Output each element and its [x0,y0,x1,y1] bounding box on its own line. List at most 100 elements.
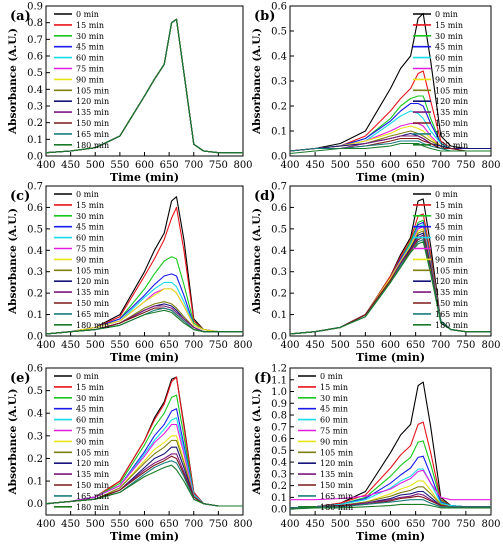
y-tick-label: 0.7 [271,422,287,433]
series-line [45,288,243,335]
legend-label: 60 min [320,416,348,425]
x-tick-label: 700 [431,519,450,530]
x-tick-label: 600 [381,340,400,351]
x-axis-label: Time (min) [110,530,179,543]
legend-label: 120 min [435,97,468,106]
legend-label: 45 min [320,405,348,414]
panel-label: (d) [254,189,275,204]
x-tick-label: 750 [209,519,228,530]
legend-label: 90 min [320,437,348,446]
legend-label: 60 min [76,234,104,243]
x-tick-label: 500 [86,519,105,530]
y-tick-label: 0.8 [271,411,287,422]
legend-label: 90 min [76,437,104,446]
x-tick-label: 800 [481,340,500,351]
legend-label: 165 min [435,130,468,139]
legend-label: 165 min [320,492,353,501]
legend-label: 105 min [435,86,468,95]
x-tick-label: 600 [135,340,154,351]
legend-label: 105 min [320,448,353,457]
panel-label: (f) [254,371,272,386]
legend-label: 0 min [435,10,458,19]
legend-label: 180 min [76,321,109,330]
y-tick-label: 0.2 [271,102,287,113]
y-tick-label: 0.0 [271,505,287,516]
legend-label: 90 min [435,75,463,84]
legend-label: 75 min [76,65,104,74]
y-tick-label: 0.5 [271,27,287,38]
x-tick-label: 550 [356,340,375,351]
legend-label: 15 min [320,383,348,392]
x-tick-label: 800 [233,519,252,530]
x-tick-label: 650 [160,160,179,171]
x-axis-label: Time (min) [110,351,179,364]
y-tick-label: 0.4 [271,52,287,63]
y-tick-label: 0.4 [27,246,43,257]
chart-panel-0: 400 450 500 550 600 650 700 750 800 0.0 0.1 0.2 0.3 0… [7,2,253,185]
legend-label: 105 min [76,266,109,275]
y-tick-label: 0.3 [271,267,287,278]
x-tick-label: 450 [306,519,325,530]
y-tick-label: 0.4 [27,409,43,420]
legend-label: 30 min [435,32,463,41]
legend-label: 0 min [76,190,99,199]
y-tick-label: 0.3 [27,431,43,442]
y-tick-label: 0.4 [271,246,287,257]
x-tick-label: 800 [481,160,500,171]
x-tick-label: 400 [280,160,299,171]
y-tick-label: 0.2 [271,481,287,492]
legend-label: 135 min [76,470,109,479]
legend-label: 120 min [320,459,353,468]
legend-label: 30 min [320,394,348,403]
series-line [289,503,491,510]
x-tick-label: 650 [160,340,179,351]
y-axis-label: Absorbance (A.U.) [251,28,263,135]
x-tick-label: 800 [233,160,252,171]
y-axis-label: Absorbance (A.U.) [7,208,19,315]
y-tick-label: 0.5 [271,224,287,235]
x-tick-label: 400 [36,519,55,530]
y-tick-label: 0.2 [271,289,287,300]
x-tick-label: 550 [110,160,129,171]
y-tick-label: 0.6 [27,203,43,214]
legend-label: 165 min [435,310,468,319]
legend-label: 60 min [435,234,463,243]
x-tick-label: 500 [331,340,350,351]
panel-label: (b) [254,9,275,24]
y-tick-label: 0.0 [27,499,43,510]
x-axis-label: Time (min) [110,171,179,184]
legend-label: 30 min [76,32,104,41]
legend-label: 45 min [435,43,463,52]
y-tick-label: 0.7 [271,182,287,193]
legend-label: 120 min [435,277,468,286]
x-tick-label: 750 [456,519,475,530]
y-tick-label: 0.1 [27,477,43,488]
x-tick-label: 700 [184,160,203,171]
y-tick-label: 0.6 [27,364,43,375]
series-line [45,18,243,154]
legend-label: 120 min [76,459,109,468]
series-line [289,468,491,509]
legend-label: 150 min [76,299,109,308]
legend-label: 45 min [76,223,104,232]
y-tick-label: 0.3 [27,267,43,278]
y-tick-label: 0.5 [27,386,43,397]
legend-label: 105 min [76,86,109,95]
y-tick-label: 0.6 [271,203,287,214]
series-line [289,142,491,155]
legend-label: 90 min [76,255,104,264]
legend-label: 0 min [76,372,99,381]
x-tick-label: 500 [86,160,105,171]
legend-label: 180 min [76,503,109,512]
legend-label: 135 min [435,288,468,297]
x-axis-label: Time (min) [356,351,425,364]
y-tick-label: 0.4 [271,458,287,469]
y-tick-label: 0.7 [27,182,43,193]
x-tick-label: 400 [36,340,55,351]
x-tick-label: 500 [331,160,350,171]
y-tick-label: 0.5 [27,224,43,235]
legend-label: 90 min [76,75,104,84]
legend-label: 0 min [435,190,458,199]
y-tick-label: 0.2 [27,289,43,300]
legend-label: 150 min [76,119,109,128]
